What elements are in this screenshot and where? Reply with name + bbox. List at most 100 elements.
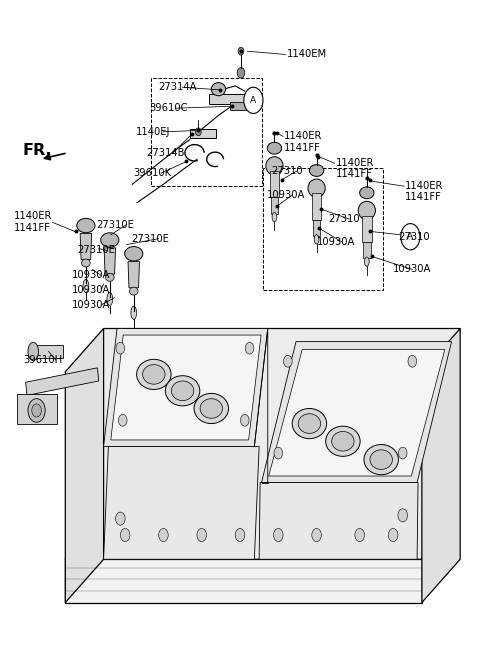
Text: FR.: FR.: [22, 143, 52, 158]
Text: A: A: [408, 232, 413, 241]
Polygon shape: [190, 129, 216, 139]
Polygon shape: [104, 447, 259, 559]
Text: 27310E: 27310E: [77, 246, 115, 256]
Text: 10930A: 10930A: [72, 300, 110, 310]
Text: 1140ER: 1140ER: [284, 131, 323, 141]
Ellipse shape: [143, 365, 165, 384]
Ellipse shape: [272, 212, 277, 221]
Text: 1140EM: 1140EM: [287, 49, 327, 59]
Ellipse shape: [106, 273, 114, 281]
Text: 27314A: 27314A: [158, 82, 197, 92]
Circle shape: [119, 415, 127, 426]
Ellipse shape: [211, 83, 226, 96]
Polygon shape: [128, 261, 140, 288]
Text: 39610C: 39610C: [149, 103, 188, 113]
Ellipse shape: [171, 381, 194, 401]
Text: 1141FF: 1141FF: [336, 170, 372, 179]
Polygon shape: [259, 483, 418, 559]
Text: 1140ER: 1140ER: [336, 158, 374, 168]
Text: 10930A: 10930A: [393, 265, 432, 275]
Ellipse shape: [200, 399, 223, 419]
Circle shape: [245, 342, 254, 354]
Polygon shape: [104, 328, 268, 447]
Circle shape: [408, 355, 417, 367]
Text: 10930A: 10930A: [72, 285, 110, 295]
Circle shape: [158, 528, 168, 541]
Circle shape: [32, 404, 41, 417]
Circle shape: [312, 528, 322, 541]
Ellipse shape: [358, 201, 375, 219]
Text: 27310: 27310: [271, 166, 303, 176]
Ellipse shape: [82, 259, 90, 267]
Ellipse shape: [137, 359, 171, 390]
Circle shape: [401, 223, 420, 250]
Ellipse shape: [125, 246, 143, 261]
Ellipse shape: [310, 165, 324, 176]
Ellipse shape: [131, 306, 137, 319]
Polygon shape: [313, 219, 321, 236]
Ellipse shape: [314, 235, 319, 244]
Text: 27310: 27310: [398, 232, 430, 242]
Ellipse shape: [298, 414, 321, 434]
Polygon shape: [65, 559, 422, 602]
Bar: [263, 168, 383, 290]
Bar: [152, 78, 262, 185]
Text: 39610K: 39610K: [134, 168, 172, 178]
Circle shape: [398, 509, 408, 522]
Ellipse shape: [83, 279, 89, 292]
Polygon shape: [312, 193, 322, 219]
Polygon shape: [104, 248, 116, 274]
Polygon shape: [17, 394, 57, 424]
Polygon shape: [271, 197, 278, 214]
Ellipse shape: [364, 257, 369, 266]
Circle shape: [195, 128, 201, 136]
Polygon shape: [80, 233, 92, 260]
Circle shape: [240, 415, 249, 426]
Text: 1140ER: 1140ER: [14, 212, 52, 221]
Polygon shape: [363, 242, 371, 258]
Ellipse shape: [364, 445, 398, 475]
Polygon shape: [270, 171, 279, 197]
Ellipse shape: [107, 292, 113, 306]
Polygon shape: [262, 342, 452, 483]
Polygon shape: [362, 215, 372, 242]
Polygon shape: [33, 345, 63, 358]
Text: 39610H: 39610H: [24, 355, 63, 365]
Text: 27310E: 27310E: [132, 234, 169, 244]
Ellipse shape: [360, 187, 374, 198]
Circle shape: [355, 528, 364, 541]
Circle shape: [284, 355, 292, 367]
Text: 10930A: 10930A: [317, 237, 355, 247]
Ellipse shape: [308, 179, 325, 197]
Polygon shape: [111, 335, 261, 440]
Ellipse shape: [130, 287, 138, 295]
Polygon shape: [422, 328, 460, 602]
Text: 10930A: 10930A: [267, 190, 305, 200]
Text: 1141FF: 1141FF: [14, 223, 51, 233]
Ellipse shape: [370, 450, 392, 469]
Circle shape: [237, 68, 245, 78]
Ellipse shape: [28, 342, 38, 361]
Text: 1140EJ: 1140EJ: [136, 127, 170, 137]
Circle shape: [28, 399, 45, 422]
Text: 1141FF: 1141FF: [284, 143, 321, 152]
Polygon shape: [230, 102, 252, 110]
Circle shape: [388, 528, 398, 541]
Text: 10930A: 10930A: [72, 271, 110, 281]
Text: 27310E: 27310E: [96, 220, 134, 230]
Circle shape: [238, 47, 244, 55]
Ellipse shape: [101, 233, 119, 247]
Polygon shape: [65, 328, 104, 602]
Circle shape: [120, 528, 130, 541]
Ellipse shape: [292, 409, 326, 439]
Circle shape: [235, 528, 245, 541]
Ellipse shape: [194, 394, 228, 424]
Polygon shape: [25, 368, 99, 396]
Circle shape: [116, 512, 125, 525]
Text: A: A: [251, 96, 256, 105]
Ellipse shape: [266, 157, 283, 175]
Text: 1141FF: 1141FF: [405, 193, 442, 202]
Polygon shape: [209, 94, 250, 104]
Circle shape: [244, 87, 263, 114]
Polygon shape: [65, 328, 460, 559]
